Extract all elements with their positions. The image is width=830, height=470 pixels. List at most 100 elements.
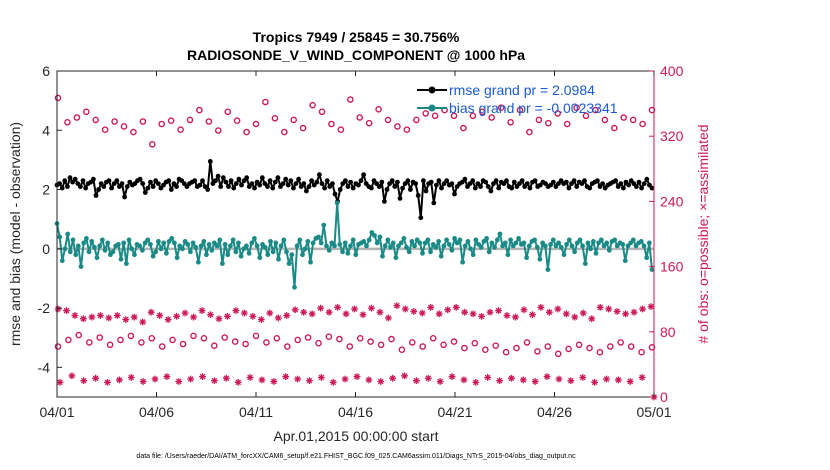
bias-point bbox=[332, 243, 337, 249]
rmse-point bbox=[304, 188, 309, 194]
rmse-point bbox=[337, 187, 343, 192]
assimilated_lower-point bbox=[68, 372, 76, 380]
bias-point bbox=[577, 237, 583, 243]
bias-point bbox=[345, 250, 351, 256]
bias-point bbox=[236, 240, 241, 246]
rmse-point bbox=[220, 175, 226, 181]
bias-point bbox=[281, 237, 287, 243]
x-tick-label: 04/11 bbox=[239, 404, 273, 420]
bias-point bbox=[129, 246, 135, 252]
possible_upper-point bbox=[73, 114, 81, 121]
bias-point bbox=[638, 239, 644, 244]
rmse-point bbox=[343, 178, 348, 184]
possible_upper-point bbox=[592, 106, 599, 114]
y-axis-right-label: # of obs: o=possible; ×=assimilated bbox=[695, 124, 711, 343]
assimilated_lower-point bbox=[496, 377, 503, 385]
possible_upper-point bbox=[384, 116, 392, 124]
bias-point bbox=[132, 252, 137, 258]
y-right-tick-label: 240 bbox=[660, 193, 684, 209]
assimilated_upper-point bbox=[520, 306, 528, 314]
possible_lower-point bbox=[575, 341, 583, 349]
rmse-point bbox=[93, 193, 99, 198]
assimilated_lower-point bbox=[626, 378, 634, 385]
rmse-point bbox=[96, 187, 101, 192]
bias-point bbox=[220, 261, 225, 266]
possible_upper-point bbox=[601, 116, 609, 124]
rmse-point bbox=[174, 184, 179, 190]
rmse-point bbox=[192, 178, 198, 184]
bias-point bbox=[73, 252, 79, 258]
assimilated_upper-point bbox=[249, 312, 257, 320]
rmse-point bbox=[285, 182, 291, 188]
bias-point bbox=[340, 249, 345, 255]
assimilated_upper-point bbox=[325, 308, 333, 316]
bias-point bbox=[121, 240, 127, 246]
bias-point bbox=[548, 242, 553, 247]
bias-point bbox=[353, 252, 359, 258]
assimilated_lower-point bbox=[484, 374, 492, 381]
bias-point bbox=[393, 255, 399, 261]
possible_upper-point bbox=[488, 114, 496, 121]
bias-point bbox=[526, 243, 532, 249]
assimilated_lower-point bbox=[234, 378, 242, 386]
rmse-point bbox=[618, 181, 624, 187]
possible_upper-point bbox=[177, 126, 184, 133]
bias-point bbox=[188, 249, 193, 255]
assimilated_upper-point bbox=[63, 307, 70, 315]
assimilated_lower-point bbox=[555, 375, 563, 383]
possible_lower-point bbox=[304, 334, 312, 341]
rmse-point bbox=[436, 178, 442, 184]
possible_lower-point bbox=[513, 344, 520, 352]
possible_lower-point bbox=[388, 335, 395, 343]
possible_upper-point bbox=[431, 112, 439, 120]
possible_upper-point bbox=[394, 123, 401, 130]
bias-point bbox=[521, 240, 527, 246]
rmse-point bbox=[488, 188, 494, 194]
possible_lower-point bbox=[440, 341, 447, 349]
assimilated_upper-point bbox=[96, 312, 104, 319]
bias-point bbox=[316, 234, 321, 240]
rmse-point bbox=[649, 185, 655, 191]
assimilated_upper-point bbox=[113, 312, 121, 319]
rmse-point bbox=[306, 184, 312, 190]
bias-point bbox=[249, 240, 255, 246]
rmse-point bbox=[566, 185, 572, 191]
rmse-point bbox=[356, 182, 361, 188]
assimilated_upper-point bbox=[351, 305, 358, 313]
bias-point bbox=[284, 249, 289, 255]
rmse-point bbox=[571, 178, 577, 184]
bias-point bbox=[238, 253, 244, 259]
bias-point bbox=[78, 264, 84, 269]
bias-point bbox=[428, 249, 433, 255]
assimilated_upper-point bbox=[240, 309, 248, 317]
assimilated_upper-point bbox=[215, 315, 223, 323]
possible_lower-point bbox=[231, 338, 239, 345]
bias-point bbox=[262, 244, 268, 250]
assimilated_upper-point bbox=[190, 313, 197, 321]
rmse-point bbox=[418, 215, 424, 221]
bias-point bbox=[556, 240, 561, 246]
bias-point bbox=[502, 240, 508, 246]
possible_lower-point bbox=[481, 346, 489, 354]
bias-point bbox=[433, 244, 439, 250]
rmse-point bbox=[239, 182, 244, 188]
rmse-point bbox=[408, 187, 413, 192]
possible_lower-point bbox=[429, 334, 437, 342]
rmse-point bbox=[452, 191, 457, 197]
possible_lower-point bbox=[221, 334, 228, 341]
rmse-point bbox=[415, 193, 421, 198]
assimilated_upper-point bbox=[554, 305, 562, 313]
assimilated_upper-point bbox=[503, 312, 511, 319]
bias-point bbox=[580, 243, 585, 249]
bias-point bbox=[196, 259, 201, 265]
rmse-point bbox=[444, 178, 450, 184]
possible_lower-point bbox=[148, 334, 156, 342]
assimilated_lower-point bbox=[104, 378, 111, 386]
assimilated_lower-point bbox=[567, 377, 575, 385]
bias-point bbox=[497, 231, 503, 237]
possible_upper-point bbox=[271, 115, 279, 122]
bias-point bbox=[172, 240, 177, 246]
rmse-point bbox=[345, 184, 351, 190]
assimilated_upper-point bbox=[224, 312, 231, 320]
bias-point bbox=[156, 239, 161, 244]
